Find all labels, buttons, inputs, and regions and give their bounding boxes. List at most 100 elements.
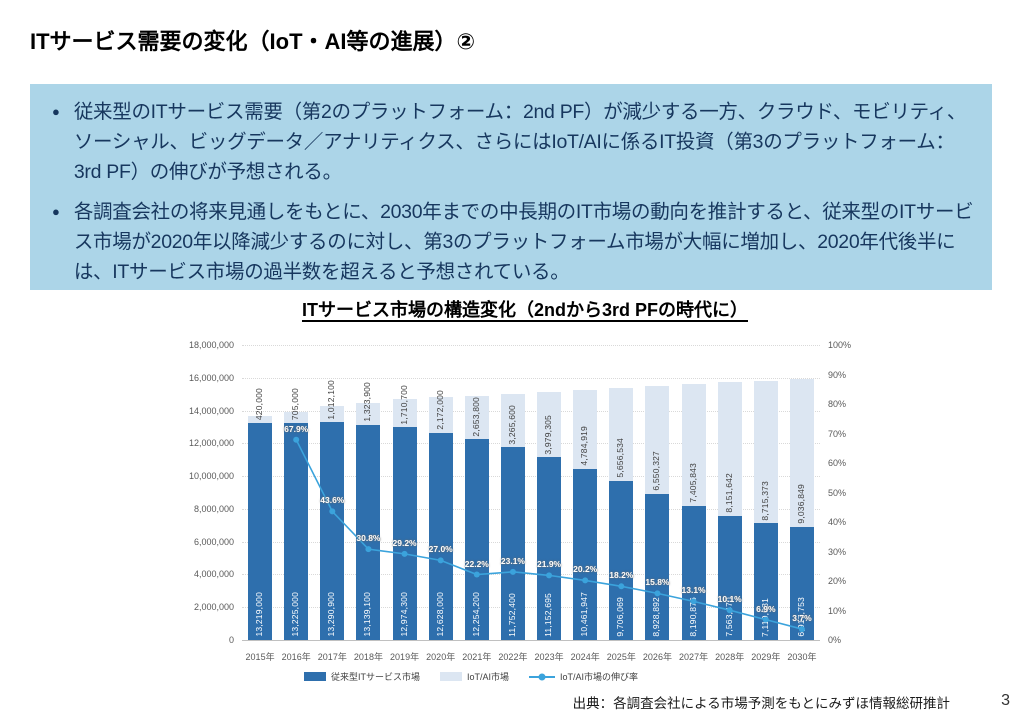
growth-line [293, 436, 805, 633]
growth-point-label: 27.0% [428, 544, 453, 555]
x-axis-tick-label: 2024年 [570, 652, 600, 662]
bar-iot-ai-segment [392, 399, 417, 428]
bar-iot-ai-segment [609, 388, 634, 481]
growth-line-marker [293, 436, 300, 443]
plot-area: 13,219,000 420,000 13,225,000 705,000 13,290… [242, 345, 820, 641]
gridline [242, 541, 820, 543]
right-axis-tick-label: 0% [828, 635, 842, 645]
x-axis-tick-label: 2018年 [353, 652, 383, 662]
right-axis-tick-label: 50% [828, 487, 847, 498]
bar-iot-ai-segment [500, 393, 525, 448]
growth-line-marker [618, 583, 625, 590]
bar-conventional-it-segment [428, 433, 453, 640]
growth-line-marker [726, 607, 733, 614]
bar-iot-ai-segment [428, 397, 453, 434]
bar-conventional-it-segment [609, 480, 634, 640]
bar-iot-ai-segment [464, 395, 489, 440]
bar-conventional-it-segment [717, 516, 742, 640]
bar-iot-ai-segment [753, 380, 778, 524]
bar-conventional-it-segment [500, 447, 525, 640]
source-note: 出典：各調査会社による市場予測をもとにみずほ情報総研推計 [572, 696, 950, 711]
x-axis-tick-label: 2025年 [606, 652, 636, 662]
bar-iot-ai-segment [356, 402, 381, 425]
left-axis: 0 2,000,000 4,000,000 6,000,000 8,000,000 10,… [170, 340, 234, 645]
gridline [242, 410, 820, 412]
x-axis: 2015年 2016年 2017年 2018年 2019年 2020年 2021年 2022年… [242, 650, 820, 664]
bar-iot-ai-segment [248, 416, 273, 424]
bar-iot-ai-segment [284, 411, 309, 424]
growth-point-label: 20.2% [573, 564, 598, 575]
bar-iot-ai-segment [717, 382, 742, 517]
growth-point-label: 15.8% [645, 577, 670, 588]
chart-title: ITサービス市場の構造変化（2ndから3rd PFの時代に） [301, 300, 748, 320]
growth-point-label: 21.9% [537, 559, 562, 570]
x-axis-tick-label: 2015年 [245, 652, 275, 662]
growth-line-marker [654, 590, 661, 597]
growth-point-label: 3.7% [792, 613, 812, 624]
x-axis-tick-label: 2016年 [281, 652, 311, 662]
bullet-item: ● 各調査会社の将来見通しをもとに、2030年までの中長期のIT市場の動向を推計… [52, 197, 974, 287]
right-axis-tick-label: 80% [828, 399, 847, 409]
bar-conventional-it-segment [573, 468, 598, 640]
left-axis-tick-label: 18,000,000 [188, 340, 234, 350]
growth-point-label: 22.2% [464, 558, 489, 569]
growth-point-label: 23.1% [500, 555, 525, 566]
gridline [242, 377, 820, 379]
bar-conventional-it-segment [789, 526, 814, 640]
bullet-icon: ● [52, 204, 60, 219]
left-axis-tick-label: 10,000,000 [188, 471, 234, 482]
right-axis-tick-label: 30% [828, 546, 847, 557]
legend-label-iot: IoT/AI市場 [466, 672, 509, 682]
growth-point-label: 67.9% [284, 423, 309, 434]
x-axis-tick-label: 2027年 [679, 652, 709, 662]
growth-line-marker [798, 626, 805, 633]
growth-line-marker [762, 616, 769, 623]
growth-point-label: 29.2% [392, 537, 417, 548]
gridline [242, 508, 820, 510]
left-axis-tick-label: 12,000,000 [188, 438, 234, 449]
bar-conventional-it-segment [681, 505, 706, 640]
legend-item-conventional: 従来型ITサービス市場 [303, 670, 420, 683]
growth-line-marker [690, 598, 697, 605]
page-title: ITサービス需要の変化（IoT・AI等の進展）② [30, 29, 476, 54]
growth-line-marker [546, 572, 553, 579]
bar-iot-ai-segment [789, 378, 814, 527]
bar-iot-ai-segment [681, 384, 706, 506]
growth-point-label: 13.1% [681, 585, 706, 596]
legend-line-dot-icon [538, 673, 546, 680]
right-axis: 0% 10% 20% 30% 40% 50% 60% 70% 80% 90% 100% [828, 340, 874, 645]
gridline [242, 607, 820, 609]
x-axis-tick-label: 2028年 [715, 652, 745, 662]
x-axis-tick-label: 2023年 [534, 652, 564, 662]
bar-iot-ai-segment [537, 392, 562, 458]
bar-conventional-it-segment [320, 422, 345, 640]
bar-conventional-it-segment [248, 423, 273, 640]
bar-conventional-it-segment [392, 427, 417, 640]
left-axis-tick-label: 0 [228, 635, 234, 645]
growth-line-marker [401, 550, 408, 557]
right-axis-tick-label: 40% [828, 517, 847, 527]
right-axis-tick-label: 70% [828, 428, 847, 439]
legend-item-iot: IoT/AI市場 [439, 670, 509, 683]
right-axis-tick-label: 60% [828, 458, 847, 468]
gridline [242, 345, 820, 346]
x-axis-tick-label: 2029年 [751, 652, 781, 662]
x-axis-tick-label: 2026年 [642, 652, 672, 662]
bar-iot-ai-segment [573, 390, 598, 469]
bar-conventional-it-segment [537, 457, 562, 640]
bullet-text-2: 各調査会社の将来見通しをもとに、2030年までの中長期のIT市場の動向を推計する… [73, 201, 974, 283]
growth-line-marker [329, 508, 336, 515]
legend-swatch-iot [439, 672, 462, 681]
bar-conventional-it-segment [356, 424, 381, 640]
x-axis-tick-label: 2020年 [426, 652, 456, 662]
x-axis-tick-label: 2019年 [390, 652, 420, 662]
right-axis-tick-label: 100% [828, 340, 852, 350]
bullet-item: ● 従来型のITサービス需要（第2のプラットフォーム：2nd PF）が減少する一… [52, 97, 974, 187]
left-axis-tick-label: 16,000,000 [188, 372, 234, 383]
growth-point-label: 10.1% [717, 594, 742, 605]
x-axis-tick-label: 2017年 [317, 652, 347, 662]
growth-line-marker [473, 571, 480, 578]
right-axis-tick-label: 90% [828, 369, 847, 380]
growth-point-label: 43.6% [320, 495, 345, 506]
